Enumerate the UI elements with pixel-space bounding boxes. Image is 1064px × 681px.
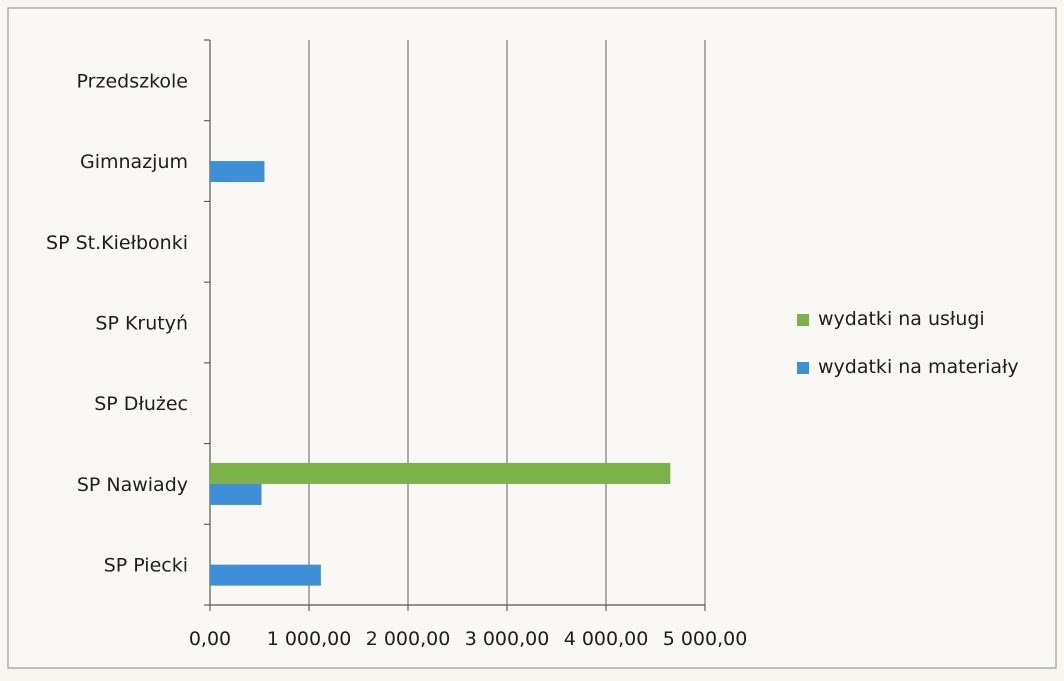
category-label: SP Dłużec xyxy=(94,393,188,415)
x-tick-label: 0,00 xyxy=(189,628,231,650)
category-labels: Przedszkole Gimnazjum SP St.Kiełbonki SP Kr… xyxy=(46,70,188,576)
legend: wydatki na usługi wydatki na materiały xyxy=(797,308,1019,378)
x-tick-labels: 0,00 1 000,00 2 000,00 3 000,00 4 000,00 5 00… xyxy=(189,628,747,650)
x-tick-label: 2 000,00 xyxy=(366,628,451,650)
bar-materialy xyxy=(210,161,265,183)
category-label: Przedszkole xyxy=(77,70,188,92)
x-tick-label: 3 000,00 xyxy=(465,628,550,650)
x-tick-label: 4 000,00 xyxy=(564,628,649,650)
category-label: SP St.Kiełbonki xyxy=(46,232,188,254)
legend-swatch xyxy=(797,362,809,374)
legend-label: wydatki na usługi xyxy=(818,308,985,330)
bars xyxy=(210,161,671,586)
category-label: SP Piecki xyxy=(104,555,188,577)
chart-border xyxy=(7,7,1057,669)
bar-materialy xyxy=(210,564,321,586)
category-label: Gimnazjum xyxy=(80,151,188,173)
x-tick-label: 1 000,00 xyxy=(267,628,352,650)
gridlines xyxy=(308,40,706,605)
category-label: SP Nawiady xyxy=(77,474,188,496)
bar-uslugi xyxy=(210,462,671,484)
legend-label: wydatki na materiały xyxy=(818,356,1019,378)
legend-swatch xyxy=(797,314,809,326)
bar-materialy xyxy=(210,483,262,505)
category-label: SP Krutyń xyxy=(95,313,188,335)
x-tick-label: 5 000,00 xyxy=(663,628,748,650)
axes xyxy=(204,39,706,611)
